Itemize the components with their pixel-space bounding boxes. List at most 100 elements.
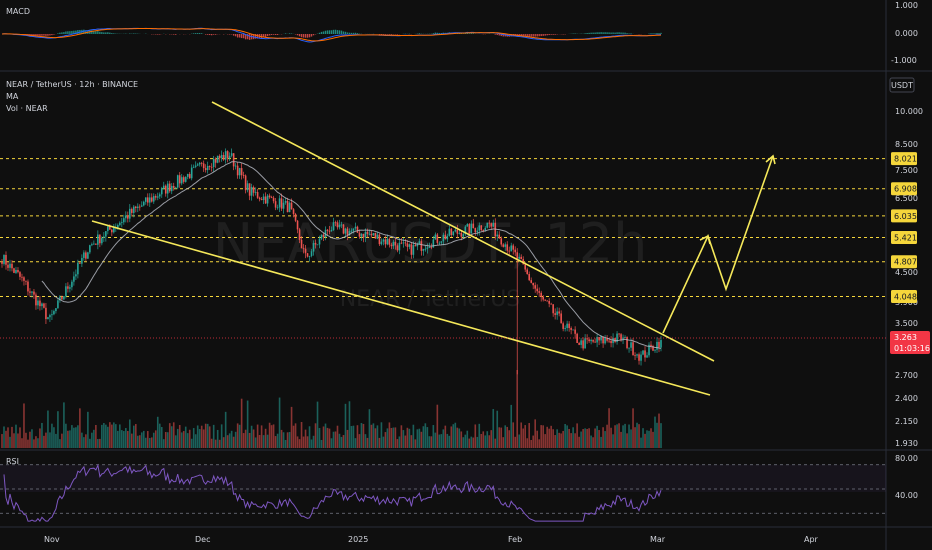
macd-histogram-bar: [550, 34, 552, 35]
volume-bar: [446, 433, 449, 448]
candle-body: [63, 296, 65, 300]
rsi-label[interactable]: RSI: [6, 457, 19, 466]
macd-histogram-bar: [318, 32, 321, 34]
candle-body: [530, 280, 532, 283]
candle-body: [236, 165, 239, 176]
volume-bar: [240, 398, 243, 448]
candle-body: [596, 337, 598, 343]
level-tag-bg: [891, 182, 917, 196]
macd-label[interactable]: MACD: [6, 7, 30, 16]
macd-histogram-bar: [300, 34, 303, 38]
macd-histogram-bar: [530, 34, 532, 37]
macd-histogram-bar: [99, 31, 101, 34]
candle-body: [210, 166, 213, 168]
volume-bar: [642, 428, 644, 448]
volume-bar: [650, 428, 652, 448]
macd-histogram-bar: [53, 34, 55, 35]
candle-body: [95, 243, 97, 245]
symbol-title[interactable]: NEAR / TetherUS · 12h · BINANCE: [6, 80, 138, 89]
candle-body: [424, 248, 427, 250]
candle-body: [206, 165, 209, 171]
candle-body: [350, 230, 353, 232]
indicator-ma-label[interactable]: MA: [6, 92, 19, 101]
macd-histogram-bar: [61, 32, 63, 34]
volume-bar: [572, 427, 574, 448]
candle-body: [572, 329, 574, 331]
candle-body: [184, 176, 187, 182]
macd-signal-line[interactable]: [1, 28, 662, 42]
volume-bar: [250, 425, 253, 448]
volume-bar: [492, 409, 495, 448]
time-axis[interactable]: Nov Dec 2025 Feb Mar Apr: [44, 535, 819, 544]
ma-line[interactable]: [41, 161, 662, 349]
volume-bar: [79, 408, 81, 448]
candle-body: [298, 229, 301, 240]
volume-bar: [582, 429, 584, 448]
volume-bar: [61, 433, 63, 448]
candle-body: [598, 337, 600, 341]
price-tick: 3.500: [895, 319, 918, 328]
macd-histogram-bar: [85, 30, 87, 34]
currency-badge-bg[interactable]: [889, 77, 915, 93]
volume-bar: [67, 430, 69, 448]
candle-body: [646, 355, 648, 358]
volume-bar: [238, 424, 241, 448]
volume-bar: [608, 408, 610, 448]
volume-bar: [412, 424, 415, 448]
volume-bar: [394, 427, 397, 448]
candle-body: [152, 196, 155, 202]
macd-histogram-bar: [584, 33, 586, 34]
candle-body: [276, 207, 279, 209]
volume-bar: [460, 431, 463, 448]
volume-bar: [416, 429, 419, 448]
rsi-line[interactable]: [3, 463, 662, 522]
candle-body: [428, 247, 431, 249]
macd-histogram-bar: [396, 34, 399, 35]
macd-histogram-bar: [204, 34, 207, 35]
candle-body: [174, 187, 177, 189]
candle-body: [650, 344, 652, 347]
indicator-vol-label[interactable]: Vol · NEAR: [6, 104, 48, 113]
volume-bar: [302, 436, 305, 448]
macd-histogram-bar: [200, 33, 203, 34]
candle-body: [520, 256, 523, 260]
current-price-tag-bg[interactable]: [890, 331, 930, 354]
candle-body: [390, 244, 393, 247]
level-tag-bg: [891, 231, 917, 245]
volume-bar: [43, 435, 45, 448]
candle-body: [652, 346, 654, 351]
volume-bar: [462, 437, 465, 448]
wedge-upper-trendline[interactable]: [211, 101, 715, 362]
volume-bar: [127, 431, 129, 448]
macd-histogram-bar: [618, 32, 620, 34]
currency-badge[interactable]: USDT: [891, 81, 913, 90]
volume-bar: [266, 434, 269, 448]
macd-histogram-bar: [276, 34, 279, 35]
candle-body: [456, 229, 459, 234]
macd-histogram-bar: [260, 34, 263, 38]
volume-bar: [518, 434, 521, 448]
candle-body: [500, 238, 503, 245]
macd-histogram-bar: [49, 34, 51, 36]
horizontal-levels: [0, 158, 886, 297]
macd-histogram-bar: [57, 33, 59, 34]
candle-body: [111, 229, 113, 233]
volume-bar: [584, 428, 586, 448]
candle-body: [168, 183, 171, 192]
macd-histogram-bar: [496, 34, 498, 36]
price-tick: 2.400: [895, 394, 918, 403]
candle-body: [624, 337, 626, 338]
volume-bar: [312, 435, 315, 448]
candle-body: [23, 277, 25, 281]
candle-body: [43, 303, 45, 308]
candle-body: [412, 245, 415, 255]
volume-bar: [480, 433, 483, 448]
candle-body: [166, 183, 169, 194]
macd-histogram-bar: [103, 32, 105, 34]
projection-path[interactable]: [662, 155, 774, 334]
candle-body: [3, 254, 5, 264]
macd-histogram-bar: [614, 32, 616, 34]
candle-body: [158, 194, 161, 197]
candle-body: [160, 188, 163, 195]
wedge-lower-trendline[interactable]: [91, 220, 711, 396]
